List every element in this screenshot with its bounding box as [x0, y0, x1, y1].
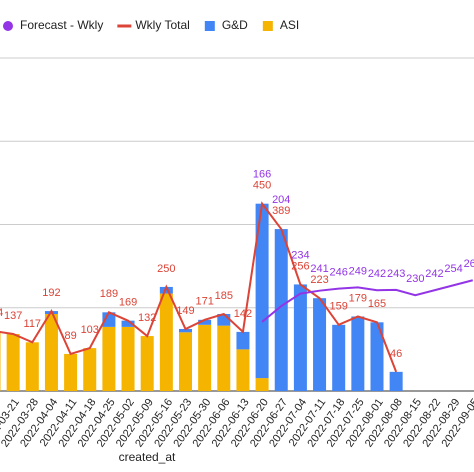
- data-label: 149: [176, 305, 194, 317]
- line: [0, 201, 398, 373]
- data-label: 159: [330, 301, 348, 313]
- data-label: 179: [349, 292, 367, 304]
- bar: [236, 349, 250, 391]
- data-label: 256: [291, 260, 309, 272]
- bar: [255, 378, 269, 391]
- data-label: 117: [24, 318, 42, 330]
- bar: [274, 229, 288, 391]
- bar: [179, 328, 192, 333]
- legend-label: Forecast - Wkly: [20, 18, 103, 32]
- legend-swatch: [3, 21, 13, 31]
- data-label: 243: [387, 268, 405, 280]
- line: [261, 279, 474, 323]
- legend-label: ASI: [280, 18, 299, 32]
- data-label: 204: [272, 194, 290, 206]
- data-label: 266: [464, 258, 474, 270]
- data-label: 254: [444, 263, 462, 275]
- bar: [198, 319, 212, 325]
- data-label: 242: [425, 268, 443, 280]
- data-label: 171: [195, 296, 213, 308]
- data-label: 242: [368, 268, 386, 280]
- data-label: 189: [100, 288, 118, 300]
- data-label: 165: [368, 298, 386, 310]
- bar: [44, 313, 58, 391]
- bar: [293, 284, 307, 391]
- bar: [6, 333, 20, 391]
- bar: [313, 298, 327, 391]
- bar: [0, 332, 1, 391]
- data-label: 223: [310, 274, 328, 286]
- bar: [198, 324, 212, 391]
- bar: [25, 342, 39, 391]
- bar: [121, 326, 135, 391]
- data-label: 246: [330, 267, 348, 279]
- bar: [236, 331, 250, 350]
- bar: [121, 320, 135, 327]
- data-label: 137: [4, 310, 22, 322]
- legend-label: Wkly Total: [135, 18, 189, 32]
- bar: [102, 312, 116, 327]
- bar: [159, 293, 173, 391]
- bar: [370, 322, 384, 391]
- data-label: 230: [406, 273, 424, 285]
- data-label: 389: [272, 205, 290, 217]
- data-label: 249: [349, 265, 367, 277]
- bar: [255, 203, 269, 379]
- data-label: 250: [157, 263, 175, 275]
- data-label: 241: [310, 263, 328, 275]
- legend-label: G&D: [222, 18, 248, 32]
- bar: [64, 353, 78, 391]
- data-label: 132: [138, 312, 156, 324]
- legend-swatch: [204, 21, 215, 31]
- bar: [159, 286, 173, 294]
- data-label: 142: [234, 308, 252, 320]
- data-label: 103: [81, 324, 99, 336]
- data-label: 192: [42, 287, 60, 299]
- bar: [389, 371, 403, 391]
- bar: [140, 336, 154, 391]
- bar: [217, 325, 231, 391]
- data-label: 166: [253, 169, 271, 181]
- x-axis-title: created_at: [119, 450, 176, 464]
- data-label: 144: [0, 307, 3, 319]
- data-label: 234: [291, 249, 309, 261]
- data-label: 46: [390, 348, 402, 360]
- data-label: 450: [253, 180, 271, 192]
- bar: [102, 326, 116, 391]
- bar: [83, 348, 97, 391]
- bar: [217, 313, 231, 326]
- bar: [179, 332, 192, 391]
- legend-swatch: [262, 21, 273, 31]
- data-label: 169: [119, 297, 137, 309]
- bar: [332, 324, 346, 391]
- data-label: 185: [215, 290, 233, 302]
- bar: [351, 316, 365, 391]
- data-label: 89: [64, 330, 76, 342]
